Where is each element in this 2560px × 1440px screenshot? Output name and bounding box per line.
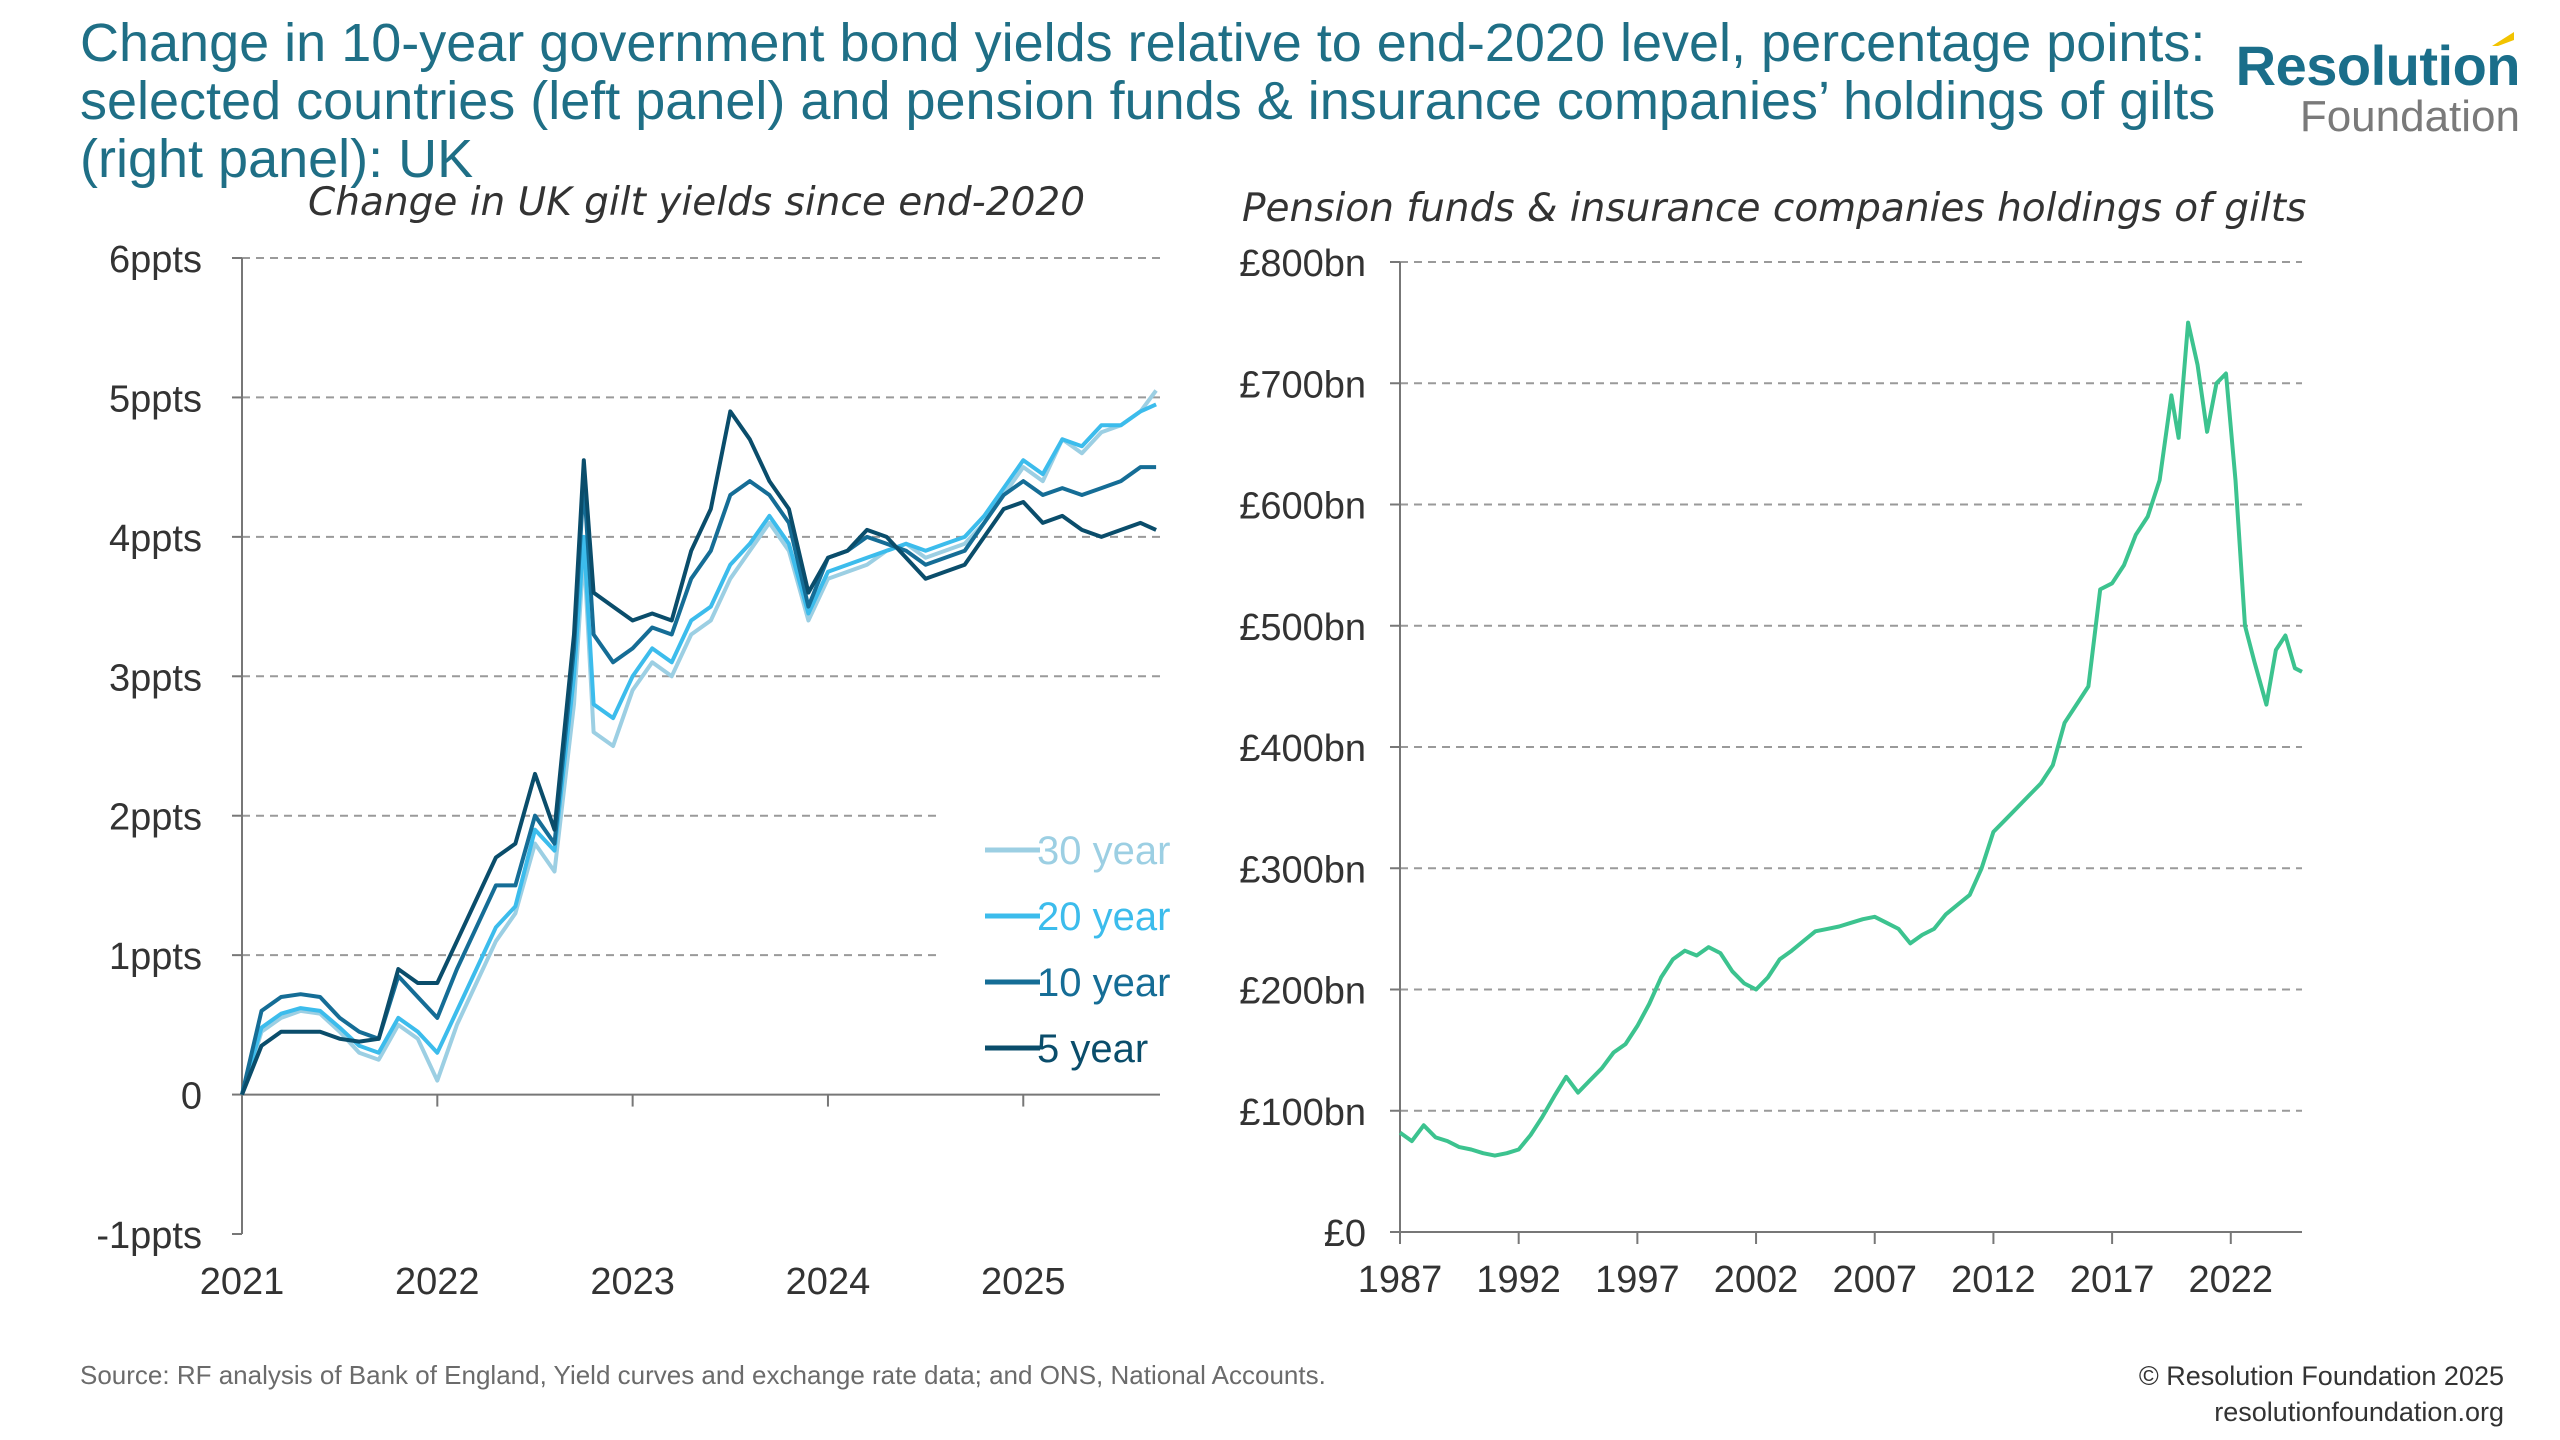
logo-word-foundation: Foundation (2299, 92, 2520, 141)
right-y-tick-label: £100bn (1239, 1092, 1366, 1134)
left-x-tick-label: 2025 (981, 1261, 1066, 1303)
left-x-tick-label: 2023 (590, 1261, 675, 1303)
series-line-20-year (240, 402, 1157, 1096)
footer-credits: © Resolution Foundation 2025 resolutionf… (2139, 1358, 2504, 1430)
left-y-tick-label: 3ppts (109, 657, 202, 699)
resolution-foundation-logo: Resolution Foundation (2235, 32, 2521, 141)
chart-main-title: Change in 10-year government bond yields… (80, 13, 2216, 189)
left-y-tick-label: 4ppts (109, 518, 202, 560)
left-panel-title: Change in UK gilt yields since end-2020 (308, 180, 1086, 225)
legend-label: 20 year (1037, 895, 1170, 939)
right-y-tick-label: £500bn (1239, 607, 1366, 649)
right-x-tick-label: 1997 (1595, 1259, 1680, 1301)
left-y-tick-label: 1ppts (109, 936, 202, 978)
right-y-tick-label: £700bn (1239, 364, 1366, 406)
left-y-tick-label: 0 (181, 1076, 202, 1118)
logo-word-resolution: Resolution (2235, 34, 2521, 97)
source-note: Source: RF analysis of Bank of England, … (80, 1360, 1326, 1390)
left-x-tick-label: 2022 (395, 1261, 480, 1303)
left-y-tick-label: 2ppts (109, 797, 202, 839)
legend-label: 30 year (1037, 829, 1170, 873)
right-x-tick-label: 2002 (1714, 1259, 1799, 1301)
right-y-tick-label: £300bn (1239, 849, 1366, 891)
legend-label: 10 year (1037, 961, 1170, 1005)
right-x-tick-label: 2012 (1951, 1259, 2036, 1301)
right-y-tick-label: £600bn (1239, 486, 1366, 528)
right-x-tick-label: 1992 (1476, 1259, 1561, 1301)
right-x-tick-label: 2017 (2070, 1259, 2155, 1301)
copyright-text: © Resolution Foundation 2025 (2138, 1361, 2504, 1391)
website-text: resolutionfoundation.org (2214, 1397, 2504, 1427)
right-y-tick-label: £0 (1324, 1213, 1366, 1255)
right-x-tick-label: 1987 (1358, 1259, 1443, 1301)
series-line-holdings (1398, 320, 2303, 1158)
left-y-tick-label: -1ppts (96, 1215, 202, 1257)
right-y-tick-label: £800bn (1239, 243, 1366, 285)
right-x-tick-label: 2007 (1832, 1259, 1917, 1301)
left-x-tick-label: 2021 (200, 1261, 285, 1303)
right-panel-title: Pension funds & insurance companies hold… (1242, 186, 2307, 231)
right-y-tick-label: £200bn (1239, 971, 1366, 1013)
left-y-tick-label: 5ppts (109, 378, 202, 420)
series-line-5-year (240, 409, 1157, 1096)
right-x-tick-label: 2022 (2189, 1259, 2274, 1301)
legend-label: 5 year (1037, 1027, 1148, 1071)
left-y-tick-label: 6ppts (109, 239, 202, 281)
logo-accent-mark (2492, 32, 2514, 46)
left-x-tick-label: 2024 (786, 1261, 871, 1303)
right-y-tick-label: £400bn (1239, 728, 1366, 770)
